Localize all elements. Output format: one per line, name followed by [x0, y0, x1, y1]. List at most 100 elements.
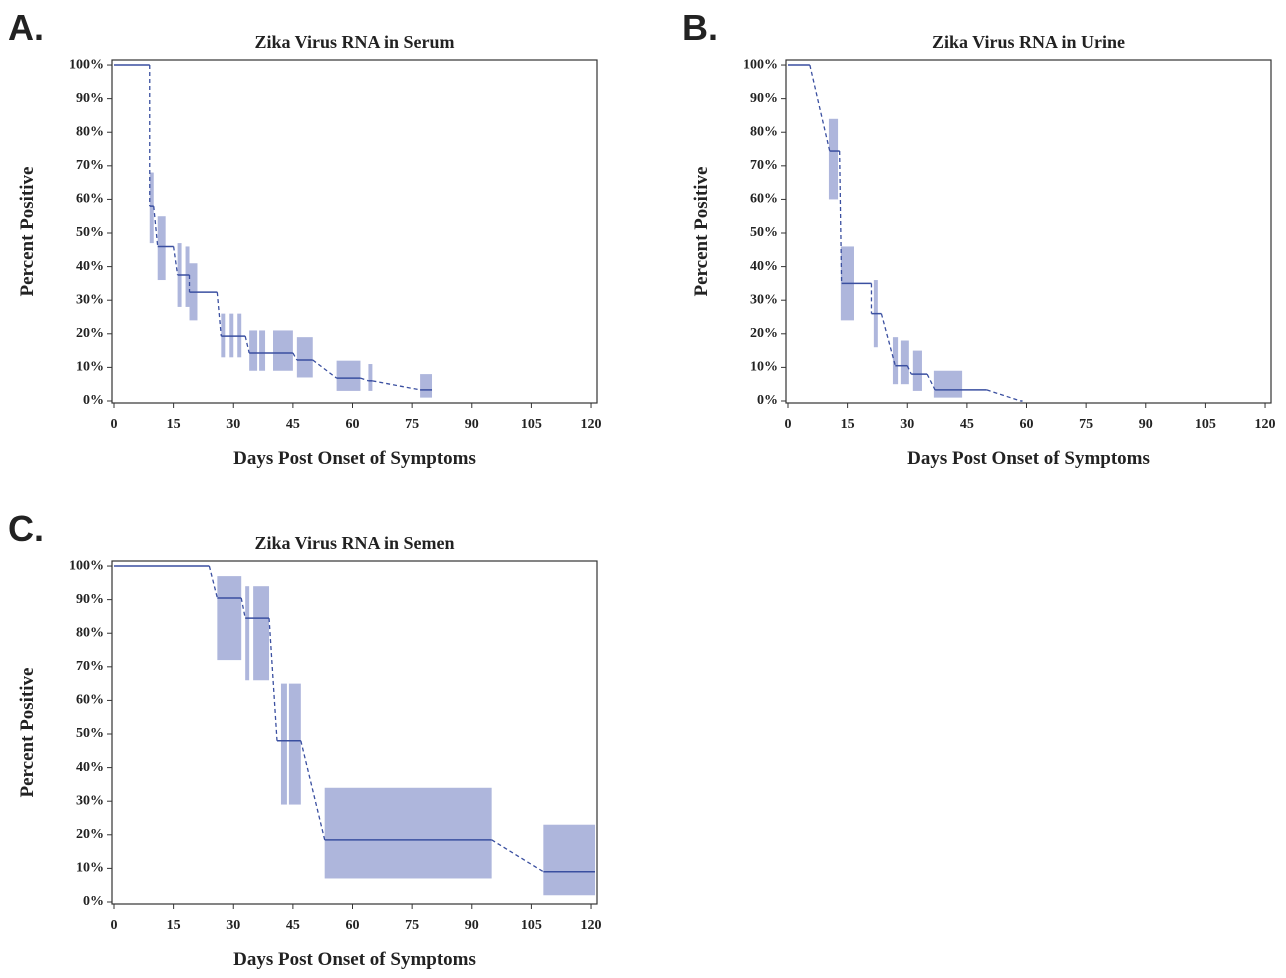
- ci-box: [324, 787, 492, 879]
- x-tick-label: 120: [1255, 417, 1276, 432]
- y-tick-label: 20%: [76, 827, 104, 842]
- connector: [208, 565, 218, 599]
- ci-box: [420, 374, 433, 398]
- y-tick-label: 50%: [750, 225, 778, 240]
- y-tick-label: 90%: [76, 91, 104, 106]
- connector: [300, 740, 326, 840]
- x-tick-label: 15: [167, 918, 181, 933]
- x-tick-label: 90: [465, 417, 479, 432]
- y-tick-label: 80%: [76, 625, 104, 640]
- chart-title: Zika Virus RNA in Serum: [254, 32, 454, 52]
- y-tick-label: 70%: [76, 659, 104, 674]
- y-tick-label: 60%: [76, 192, 104, 207]
- y-axis-label: Percent Positive: [17, 167, 38, 297]
- y-tick-label: 20%: [76, 326, 104, 341]
- ci-box: [157, 216, 166, 281]
- connector: [986, 389, 1021, 402]
- y-tick-label: 10%: [750, 360, 778, 375]
- ci-box: [217, 576, 242, 661]
- y-tick-label: 30%: [750, 292, 778, 307]
- x-tick-label: 30: [900, 417, 914, 432]
- y-tick-label: 30%: [76, 292, 104, 307]
- x-tick-label: 0: [784, 417, 791, 432]
- x-tick-label: 60: [346, 918, 360, 933]
- plot-frame: [111, 59, 598, 404]
- y-axis-label: Percent Positive: [17, 668, 38, 798]
- ci-box: [259, 330, 266, 371]
- y-tick-label: 100%: [69, 558, 104, 573]
- ci-box: [828, 118, 839, 200]
- y-tick-label: 0%: [83, 393, 104, 408]
- x-tick-label: 60: [1020, 417, 1034, 432]
- y-tick-label: 90%: [76, 592, 104, 607]
- connector: [360, 377, 369, 382]
- x-tick-label: 105: [521, 918, 542, 933]
- x-tick-label: 45: [960, 417, 974, 432]
- connector: [372, 380, 421, 391]
- connector: [491, 839, 544, 873]
- x-tick-label: 60: [346, 417, 360, 432]
- y-tick-label: 50%: [76, 225, 104, 240]
- panel-label: A.: [8, 7, 44, 48]
- x-tick-label: 75: [405, 918, 419, 933]
- ci-box: [892, 337, 899, 385]
- panel-label: B.: [682, 7, 718, 48]
- y-tick-label: 90%: [750, 91, 778, 106]
- x-tick-label: 120: [581, 918, 602, 933]
- x-tick-label: 120: [581, 417, 602, 432]
- connector: [906, 365, 912, 375]
- y-tick-label: 30%: [76, 793, 104, 808]
- x-tick-label: 90: [1139, 417, 1153, 432]
- ci-box: [273, 330, 293, 371]
- x-axis-label: Days Post Onset of Symptoms: [907, 448, 1150, 469]
- x-axis-label: Days Post Onset of Symptoms: [233, 448, 476, 469]
- ci-box: [245, 586, 250, 681]
- x-tick-label: 0: [110, 417, 117, 432]
- panel-label: C.: [8, 508, 44, 549]
- panel: A. Zika Virus RNA in Serum Percent Positiv…: [8, 7, 602, 469]
- ci-box: [933, 370, 963, 398]
- y-tick-label: 100%: [743, 57, 778, 72]
- ci-box: [280, 683, 287, 805]
- connector: [153, 206, 159, 247]
- y-tick-label: 40%: [76, 259, 104, 274]
- y-tick-label: 40%: [750, 259, 778, 274]
- chart-title: Zika Virus RNA in Semen: [254, 533, 454, 553]
- y-tick-label: 80%: [76, 124, 104, 139]
- panel: B. Zika Virus RNA in Urine Percent Positiv…: [682, 7, 1276, 469]
- ci-box: [368, 364, 373, 391]
- x-tick-label: 75: [405, 417, 419, 432]
- x-tick-label: 45: [286, 417, 300, 432]
- y-tick-label: 70%: [750, 158, 778, 173]
- y-tick-label: 40%: [76, 760, 104, 775]
- connector: [240, 597, 246, 619]
- connector: [926, 373, 936, 391]
- connector: [268, 618, 278, 741]
- panel: C. Zika Virus RNA in Semen Percent Positiv…: [8, 508, 602, 970]
- plot-frame: [111, 560, 598, 905]
- connector: [172, 246, 179, 276]
- ci-box: [296, 337, 313, 378]
- x-tick-label: 30: [226, 918, 240, 933]
- y-tick-label: 80%: [750, 124, 778, 139]
- x-tick-label: 15: [841, 417, 855, 432]
- ci-box: [249, 330, 258, 371]
- connector: [216, 292, 222, 337]
- ci-box: [288, 683, 301, 805]
- y-tick-label: 0%: [83, 894, 104, 909]
- ci-box: [900, 340, 909, 385]
- y-tick-label: 60%: [750, 192, 778, 207]
- y-tick-label: 70%: [76, 158, 104, 173]
- y-tick-label: 50%: [76, 726, 104, 741]
- ci-box: [149, 172, 154, 244]
- chart-title: Zika Virus RNA in Urine: [932, 32, 1125, 52]
- ci-box: [185, 246, 190, 307]
- plot-frame: [785, 59, 1272, 404]
- x-tick-label: 45: [286, 918, 300, 933]
- y-tick-label: 60%: [76, 693, 104, 708]
- y-axis-label: Percent Positive: [691, 167, 712, 297]
- y-tick-label: 100%: [69, 57, 104, 72]
- ci-box: [336, 360, 361, 391]
- x-tick-label: 0: [110, 918, 117, 933]
